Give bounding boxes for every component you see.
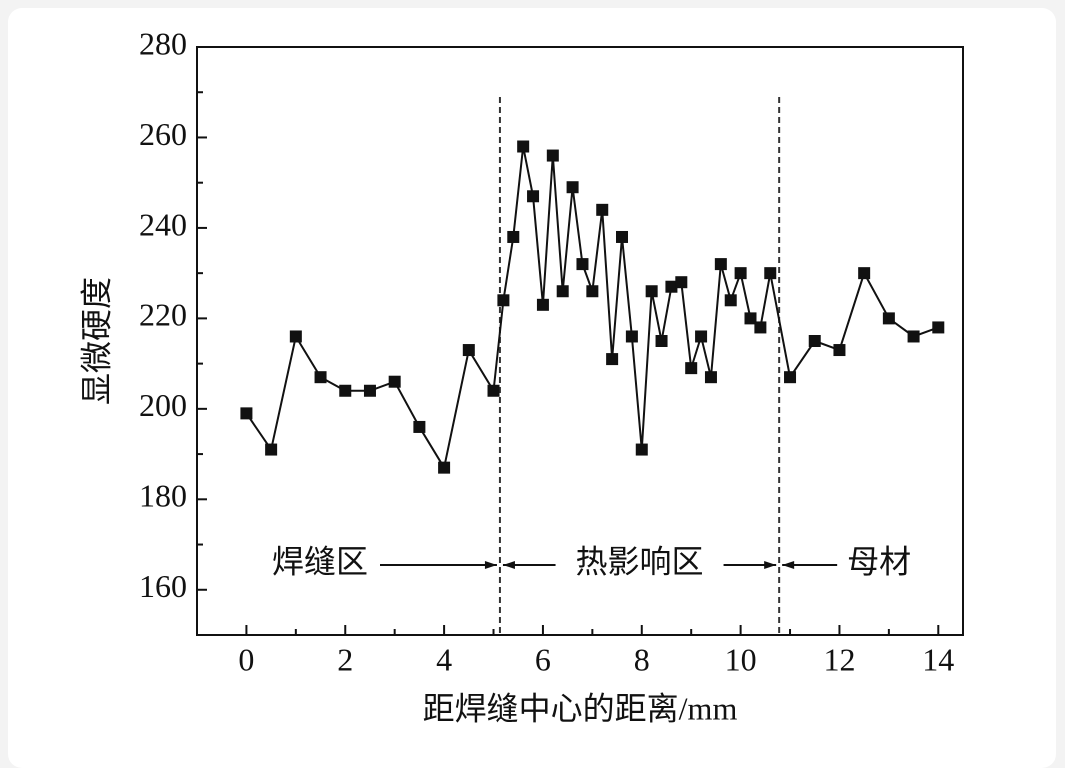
arrow-head [484,561,497,569]
y-tick-label: 160 [139,568,187,604]
data-point [685,362,698,375]
plot-frame [196,46,964,636]
data-point [314,371,327,384]
data-point [240,407,253,420]
data-point [645,285,658,298]
arrow-head [502,561,515,569]
data-point [665,280,678,293]
card [8,8,1056,768]
data-point [808,335,821,347]
data-point [704,371,717,384]
y-tick-label: 240 [139,206,187,242]
data-point [586,285,599,298]
data-point [536,298,549,311]
arrow-head [764,561,777,569]
x-tick-label: 12 [823,641,855,677]
data-point [527,190,540,203]
arrow-head [782,561,795,569]
data-point [625,330,638,343]
y-tick-label: 280 [139,25,187,61]
data-point [438,461,451,474]
data-point [265,443,278,456]
data-point [339,384,352,397]
data-point [635,443,648,456]
data-point [754,321,767,334]
y-tick-label: 220 [139,297,187,333]
x-tick-label: 14 [922,641,954,677]
data-point [487,384,500,397]
data-point [413,420,426,433]
data-point [507,230,520,243]
data-line [245,146,939,471]
data-point [546,149,559,162]
data-point [833,344,846,357]
y-tick-label: 260 [139,116,187,152]
data-point [566,181,579,194]
x-tick-label: 10 [725,641,757,677]
data-point [714,258,727,271]
x-tick-label: 2 [337,641,353,677]
region-label: 热影响区 [576,543,704,579]
data-point [932,321,945,334]
data-point [907,330,920,343]
data-point [858,267,871,280]
data-point [606,353,619,366]
data-point [289,330,302,343]
data-point [784,371,797,384]
data-point [675,276,688,289]
x-tick-label: 6 [535,641,551,677]
data-point [576,258,589,271]
data-point [764,267,777,280]
data-point [724,294,737,307]
data-point [556,285,569,298]
x-axis-title: 距焊缝中心的距离/mm [423,690,738,726]
y-axis-title: 显微硬度 [78,277,114,405]
x-tick-label: 0 [238,641,254,677]
x-tick-label: 4 [436,641,452,677]
x-tick-label: 8 [634,641,650,677]
data-point [388,375,401,388]
data-point [497,294,510,307]
data-point [616,230,629,243]
y-tick-label: 180 [139,478,187,514]
y-tick-label: 200 [139,387,187,423]
data-point [363,384,376,397]
data-point [882,312,895,325]
region-label: 焊缝区 [272,543,368,579]
data-point [655,335,668,347]
data-point [734,267,747,280]
region-label: 母材 [847,543,911,579]
data-point [695,330,708,343]
data-point [596,203,609,216]
data-point [744,312,757,325]
data-point [462,344,475,357]
data-point [517,140,530,153]
